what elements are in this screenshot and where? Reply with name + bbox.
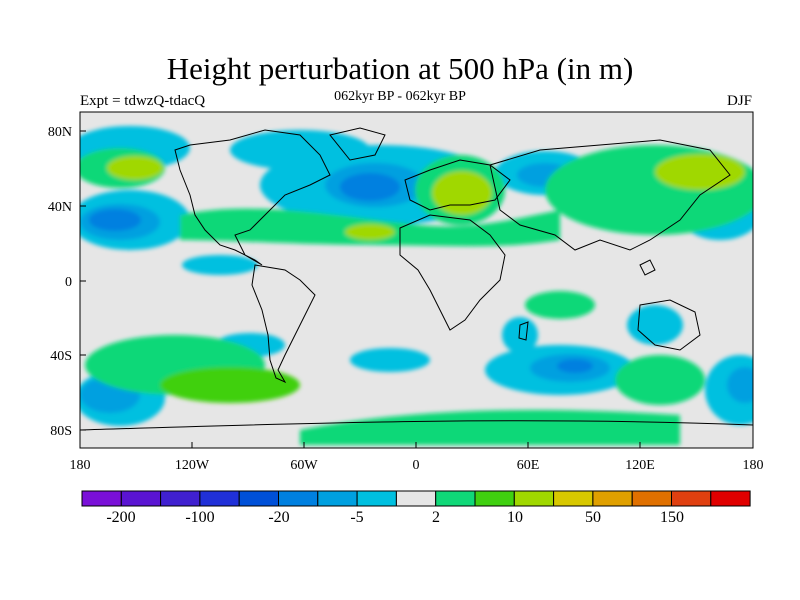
colorbar-swatch xyxy=(513,490,555,507)
contour-core-asia xyxy=(655,154,745,190)
colorbar-label: 50 xyxy=(585,509,601,526)
map-plot-area xyxy=(80,112,753,448)
coastline-australia xyxy=(637,299,701,351)
contour-core-nw xyxy=(107,156,163,180)
x-tick-label: 60W xyxy=(290,458,318,473)
contour-neg-satl xyxy=(350,348,430,372)
coastlines xyxy=(80,127,753,431)
contour-core-natl-2 xyxy=(340,173,400,201)
y-tick-label: 80S xyxy=(50,424,72,439)
contour-core-subtropical xyxy=(345,224,395,240)
x-tick-label: 60E xyxy=(517,458,540,473)
x-axis-labels: 180 120W 60W 0 60E 120E 180 xyxy=(70,458,764,473)
y-tick-label: 0 xyxy=(65,275,72,290)
colorbar-swatch xyxy=(356,490,397,507)
contour-pos-saus xyxy=(615,355,705,405)
colorbar-swatch xyxy=(238,490,279,507)
x-tick-label: 120E xyxy=(625,458,655,473)
y-tick-label: 40N xyxy=(48,200,72,215)
contour-neg-madagascar xyxy=(502,317,538,353)
x-tick-label: 180 xyxy=(743,458,764,473)
colorbar-swatch xyxy=(553,490,594,507)
contour-core-europe xyxy=(432,171,492,215)
colorbar-swatch xyxy=(160,490,201,507)
colorbar-swatch xyxy=(592,490,633,507)
season-label: DJF xyxy=(726,93,752,109)
tick-marks xyxy=(79,130,754,448)
experiment-label: Expt = tdwzQ-tdacQ xyxy=(80,93,206,109)
coastline-madagascar xyxy=(518,321,529,341)
colorbar-swatch xyxy=(395,490,437,507)
colorbar-labels: -200 -100 -20 -5 2 10 50 150 xyxy=(106,509,684,526)
coastline-antarctica xyxy=(80,420,753,431)
colorbar-label: 150 xyxy=(660,509,684,526)
colorbar-label: -100 xyxy=(185,509,214,526)
colorbar xyxy=(81,490,751,507)
map-title: Height perturbation at 500 hPa (in m) xyxy=(166,51,634,86)
filled-contours xyxy=(80,126,753,445)
coastline-asia xyxy=(489,139,731,251)
contour-core-spac-east xyxy=(727,367,753,403)
y-axis-labels: 80N 40N 0 40S 80S xyxy=(48,125,72,439)
colorbar-swatch xyxy=(474,490,515,507)
colorbar-label: 10 xyxy=(507,509,523,526)
contour-pos-antarctic xyxy=(300,410,680,445)
y-tick-label: 40S xyxy=(50,349,72,364)
contour-core-npac-2 xyxy=(89,209,141,231)
y-tick-label: 80N xyxy=(48,125,72,140)
colorbar-swatch xyxy=(710,490,751,507)
colorbar-label: -20 xyxy=(268,509,289,526)
colorbar-label: -200 xyxy=(106,509,135,526)
x-tick-label: 0 xyxy=(413,458,420,473)
coastline-europe xyxy=(404,159,511,211)
contour-pos2-spac xyxy=(160,367,300,403)
colorbar-swatch xyxy=(671,490,712,507)
colorbar-swatch xyxy=(81,490,122,507)
colorbar-label: 2 xyxy=(432,509,440,526)
contour-core-sind-2 xyxy=(557,359,593,373)
contour-neg-pac-eq xyxy=(182,255,258,275)
subtitle-label: 062kyr BP - 062kyr BP xyxy=(334,89,466,104)
colorbar-swatch xyxy=(278,490,319,507)
x-tick-label: 180 xyxy=(70,458,91,473)
colorbar-swatch xyxy=(199,490,240,507)
coastline-indonesia xyxy=(639,259,656,276)
x-tick-label: 120W xyxy=(175,458,210,473)
contour-neg-aus xyxy=(627,305,683,345)
colorbar-label: -5 xyxy=(350,509,363,526)
coastline-greenland xyxy=(329,127,386,161)
colorbar-swatch xyxy=(631,490,673,507)
colorbar-swatch xyxy=(120,490,162,507)
coastline-north-america xyxy=(174,129,331,266)
contour-pos-sind xyxy=(525,291,595,319)
colorbar-swatch xyxy=(435,490,476,507)
coastline-africa xyxy=(399,214,506,331)
contour-pos-asia xyxy=(545,145,753,235)
coastline-south-america xyxy=(251,264,316,384)
colorbar-swatch xyxy=(317,490,358,507)
